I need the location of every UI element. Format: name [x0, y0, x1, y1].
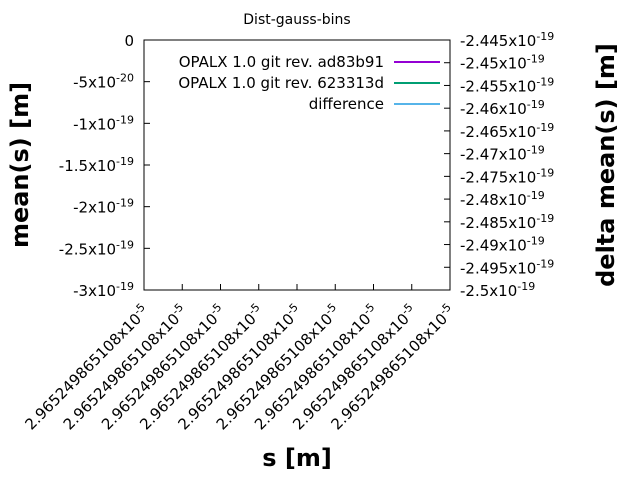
- y2-tick-label: -2.45x10-19: [460, 53, 545, 73]
- y-tick-label: -5x10-20: [73, 72, 134, 92]
- y-tick-label: 0: [124, 32, 134, 50]
- y-tick-label: -2.5x10-19: [59, 238, 134, 258]
- y-tick-label: -3x10-19: [73, 280, 134, 300]
- y2-tick-label: -2.5x10-19: [460, 280, 535, 300]
- legend-label: difference: [309, 95, 384, 113]
- chart-title: Dist-gauss-bins: [243, 12, 350, 28]
- y2-tick-label: -2.48x10-19: [460, 189, 545, 209]
- y2-tick-label: -2.445x10-19: [460, 30, 554, 50]
- y2-tick-label: -2.47x10-19: [460, 144, 545, 164]
- y2-axis-label: delta mean(s) [m]: [592, 43, 620, 287]
- y2-tick-label: -2.465x10-19: [460, 121, 554, 141]
- legend-label: OPALX 1.0 git rev. 623313d: [178, 74, 384, 92]
- y-tick-label: -1x10-19: [73, 113, 134, 133]
- y2-tick-label: -2.49x10-19: [460, 235, 545, 255]
- y2-tick-label: -2.46x10-19: [460, 98, 545, 118]
- y-tick-label: -1.5x10-19: [59, 155, 134, 175]
- y-axis-label: mean(s) [m]: [6, 82, 34, 248]
- y2-tick-label: -2.485x10-19: [460, 212, 554, 232]
- y2-tick-label: -2.475x10-19: [460, 166, 554, 186]
- y2-tick-label: -2.455x10-19: [460, 75, 554, 95]
- y-tick-label: -2x10-19: [73, 197, 134, 217]
- x-axis-label: s [m]: [262, 444, 332, 472]
- legend-label: OPALX 1.0 git rev. ad83b91: [179, 53, 384, 71]
- y2-tick-label: -2.495x10-19: [460, 257, 554, 277]
